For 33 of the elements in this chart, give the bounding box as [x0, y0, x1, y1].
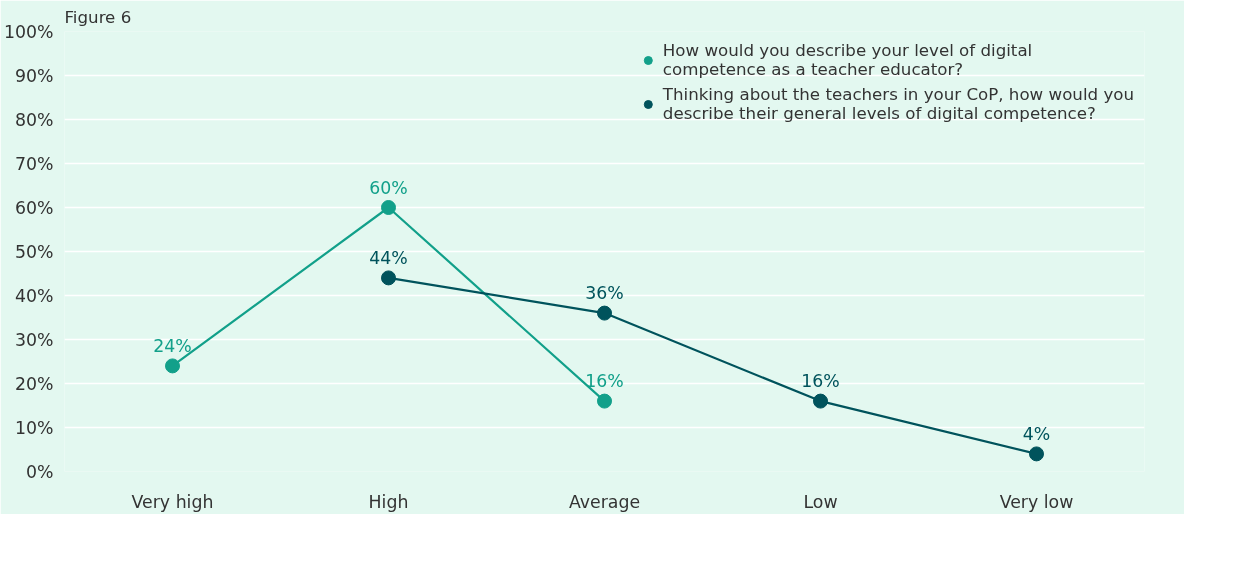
- data-label: 60%: [369, 177, 408, 198]
- y-tick-label: 70%: [14, 153, 54, 174]
- data-label: 24%: [153, 335, 192, 356]
- y-tick-label: 80%: [14, 109, 54, 130]
- point: [381, 200, 396, 215]
- y-tick-label: 90%: [14, 65, 54, 86]
- point: [597, 393, 612, 409]
- legend-label: How would you describe your level of digital competence as a teacher educator?: [662, 41, 1033, 79]
- chart-title: Figure 6: [64, 7, 132, 27]
- data-label: 44%: [369, 247, 408, 268]
- x-tick-label: Very low: [999, 491, 1074, 512]
- point: [165, 358, 180, 374]
- data-label: 16%: [585, 371, 624, 392]
- data-label: 36%: [585, 283, 624, 304]
- x-tick-label: Average: [568, 491, 641, 512]
- data-label: 16%: [801, 371, 840, 392]
- x-tick-label: Low: [803, 491, 838, 512]
- point: [597, 305, 612, 321]
- y-tick-label: 100%: [3, 21, 54, 42]
- point: [381, 270, 396, 286]
- y-tick-label: 40%: [14, 285, 54, 306]
- x-tick-label: High: [368, 491, 409, 512]
- legend-label: Thinking about the teachers in your CoP, how would you describe their general levels of digital competence?: [662, 85, 1134, 123]
- y-tick-label: 50%: [14, 241, 54, 262]
- y-tick-label: 20%: [14, 373, 54, 394]
- y-tick-label: 60%: [14, 197, 54, 218]
- y-tick-label: 0%: [26, 461, 54, 482]
- y-tick-label: 30%: [14, 329, 54, 350]
- point: [813, 393, 828, 409]
- data-label: 4%: [1022, 423, 1051, 444]
- y-tick-label: 10%: [14, 417, 54, 438]
- x-tick-label: Very high: [131, 491, 214, 512]
- point: [1029, 446, 1044, 462]
